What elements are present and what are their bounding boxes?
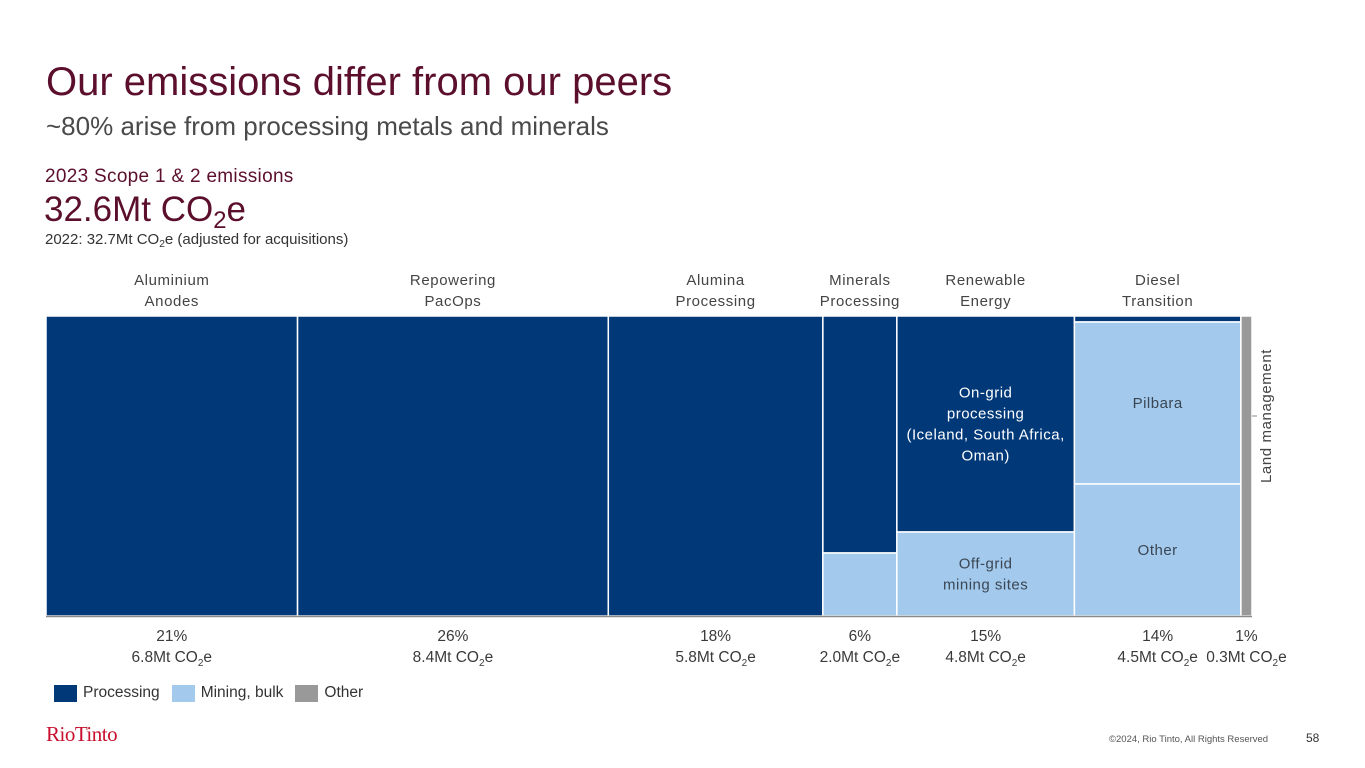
- column-side-label: Land management: [1258, 349, 1275, 483]
- column-percent: 26%: [437, 628, 468, 645]
- column-percent: 21%: [156, 628, 187, 645]
- rio-tinto-logo: RioTinto: [46, 722, 118, 746]
- column-header: Repowering: [410, 272, 496, 289]
- legend-item: Other: [295, 684, 363, 702]
- segment-label: Other: [1138, 542, 1178, 559]
- segment-label: processing: [947, 406, 1025, 423]
- prev-prefix: 2022: 32.7Mt CO: [45, 231, 160, 248]
- segment-label: (Iceland, South Africa,: [907, 427, 1065, 444]
- column-percent: 1%: [1235, 628, 1258, 645]
- total-suffix: e: [226, 190, 246, 229]
- total-value: 32.6Mt CO: [44, 190, 214, 229]
- segment-label: mining sites: [943, 577, 1028, 594]
- previous-year-emissions: 2022: 32.7Mt CO2e (adjusted for acquisit…: [45, 231, 348, 250]
- legend-swatch: [295, 684, 319, 702]
- legend-item: Processing: [54, 684, 160, 702]
- column-percent: 14%: [1142, 628, 1173, 645]
- column-percent: 6%: [849, 628, 872, 645]
- column-header: Diesel: [1135, 272, 1180, 289]
- segment-processing: [296, 315, 610, 617]
- page-title: Our emissions differ from our peers: [46, 60, 673, 104]
- segment-processing: [45, 315, 299, 617]
- column-header: Aluminium: [134, 272, 209, 289]
- column-value: 4.8Mt CO2e: [945, 649, 1026, 669]
- total-emissions: 32.6Mt CO2e: [44, 190, 246, 235]
- column-header: Alumina: [686, 272, 744, 289]
- column-value: 0.3Mt CO2e: [1206, 649, 1287, 669]
- column-percent: 18%: [700, 628, 731, 645]
- legend-label: Mining, bulk: [200, 684, 284, 701]
- total-subscript: 2: [213, 207, 227, 235]
- column-value: 8.4Mt CO2e: [413, 649, 494, 669]
- segment-label: Pilbara: [1133, 395, 1183, 412]
- legend-swatch: [54, 684, 77, 702]
- segment-mining: [896, 531, 1076, 617]
- column-value: 4.5Mt CO2e: [1117, 649, 1198, 669]
- column-header: Transition: [1122, 293, 1193, 310]
- segment-other: [1240, 315, 1253, 617]
- column-header: Processing: [675, 293, 755, 310]
- column-header: Processing: [820, 293, 900, 310]
- column-value: 6.8Mt CO2e: [132, 649, 213, 669]
- column-value: 2.0Mt CO2e: [820, 649, 901, 669]
- segment-processing: [896, 315, 1076, 533]
- page-number: 58: [1306, 731, 1320, 745]
- segment-mining: [822, 552, 898, 617]
- page-subtitle: ~80% arise from processing metals and mi…: [46, 111, 609, 141]
- segment-processing: [1073, 315, 1242, 323]
- segment-processing: [607, 315, 824, 617]
- column-header: PacOps: [424, 293, 481, 310]
- prev-suffix: e (adjusted for acquisitions): [164, 231, 349, 248]
- legend-label: Processing: [83, 684, 160, 701]
- column-header: Energy: [960, 293, 1011, 310]
- legend-swatch: [171, 684, 195, 702]
- segment-label: Oman): [961, 448, 1009, 465]
- legend-label: Other: [324, 684, 364, 701]
- copyright-text: ©2024, Rio Tinto, All Rights Reserved: [1109, 734, 1269, 745]
- scope-label: 2023 Scope 1 & 2 emissions: [45, 166, 294, 187]
- segment-label: Off-grid: [959, 556, 1013, 573]
- column-header: Minerals: [829, 272, 890, 289]
- segment-label: On-grid: [959, 385, 1013, 402]
- legend-item: Mining, bulk: [171, 684, 284, 702]
- column-header: Anodes: [145, 293, 199, 310]
- column-header: Renewable: [945, 272, 1025, 289]
- column-value: 5.8Mt CO2e: [675, 649, 756, 669]
- segment-processing: [822, 315, 898, 554]
- column-percent: 15%: [970, 628, 1001, 645]
- chart-legend: Processing Mining, bulk Other: [54, 684, 375, 702]
- prev-subscript: 2: [159, 239, 165, 251]
